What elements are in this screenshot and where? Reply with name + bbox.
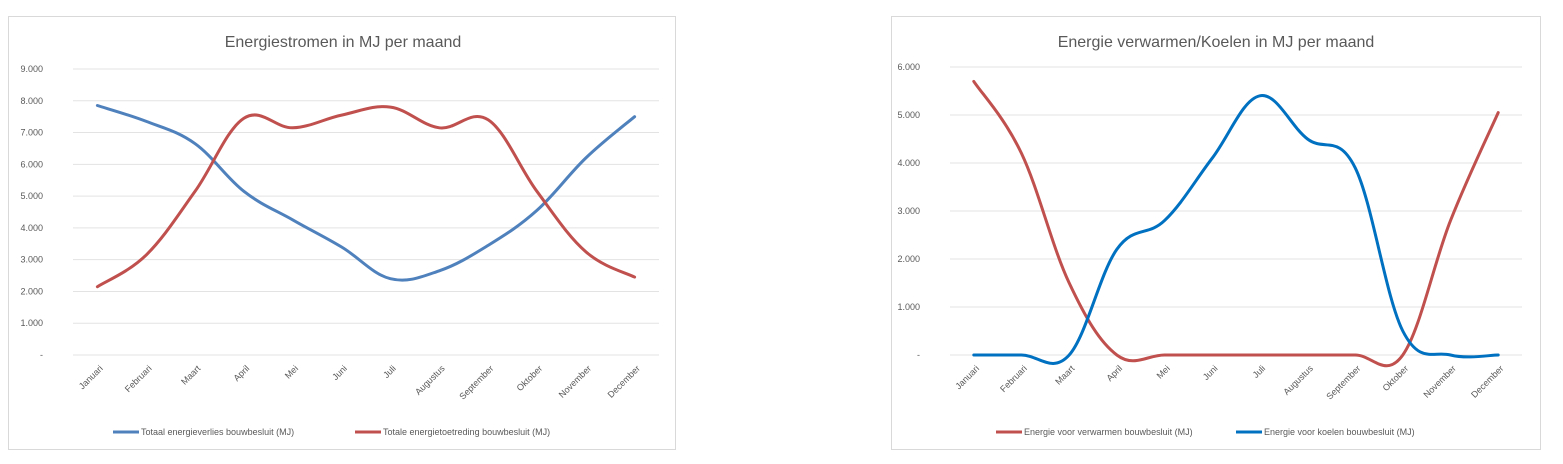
x-tick-label: Maart [179,363,203,387]
y-tick-label: 3.000 [20,255,43,265]
x-tick-label: April [232,363,252,383]
x-tick-label: December [1469,363,1505,399]
y-tick-label: 9.000 [20,64,43,74]
x-tick-label: Oktober [515,363,545,393]
legend: Energie voor verwarmen bouwbesluit (MJ) E… [996,427,1415,437]
y-tick-label: 1.000 [20,318,43,328]
x-tick-label: Juli [1251,363,1268,380]
x-tick-labels: Januari Februari Maart April Mei Juni Juli Augu… [77,363,642,402]
series-line-energie-voor-verwarmen-bouwbesluit-mj [972,79,1500,368]
y-tick-label: 6.000 [897,62,920,72]
legend-label: Energie voor verwarmen bouwbesluit (MJ) [1024,427,1193,437]
y-tick-label: 2.000 [897,254,920,264]
x-tick-label: Maart [1053,363,1077,387]
x-tick-label: Juli [381,363,398,380]
y-tick-label: 8.000 [20,96,43,106]
x-tick-label: November [557,363,593,399]
x-tick-label: November [1421,363,1457,399]
x-tick-label: September [1324,363,1362,401]
chart-energiestromen-svg: Energiestromen in MJ per maand - 1.000 2.0… [20,34,659,437]
x-tick-label: Oktober [1381,363,1411,393]
x-tick-label: Augustus [413,363,447,397]
chart-title: Energie verwarmen/Koelen in MJ per maand [1058,34,1375,51]
x-tick-label: September [457,363,495,401]
y-tick-labels: - 1.000 2.000 3.000 4.000 5.000 6.000 7.000 8.00… [20,64,43,360]
y-tick-label: 5.000 [897,110,920,120]
legend-label: Energie voor koelen bouwbesluit (MJ) [1264,427,1415,437]
y-tick-label: - [40,350,43,360]
gridlines [73,68,659,356]
y-tick-label: 7.000 [20,128,43,138]
y-tick-label: 4.000 [20,223,43,233]
x-tick-labels: Januari Februari Maart April Mei Juni Juli Augu… [953,363,1505,402]
legend-label: Totale energietoetreding bouwbesluit (MJ… [383,427,550,437]
series-line-energie-voor-koelen-bouwbesluit-mj [972,94,1500,365]
y-tick-label: 4.000 [897,158,920,168]
x-tick-label: Januari [953,363,981,391]
x-tick-label: December [606,363,642,399]
y-tick-label: - [917,350,920,360]
x-tick-label: April [1104,363,1124,383]
chart-verwarmen-koelen: Energie verwarmen/Koelen in MJ per maand… [891,16,1541,450]
chart-energiestromen: Energiestromen in MJ per maand - 1.000 2.0… [8,16,676,450]
series-lines [972,79,1500,368]
series-line-totaal-energieverlies-bouwbesluit-mj [95,104,637,282]
legend-label: Totaal energieverlies bouwbesluit (MJ) [141,427,294,437]
series-line-totale-energietoetreding-bouwbesluit-mj [95,105,637,289]
chart-verwarmen-koelen-svg: Energie verwarmen/Koelen in MJ per maand… [897,34,1522,437]
x-tick-label: Mei [283,363,300,380]
y-tick-label: 5.000 [20,191,43,201]
legend: Totaal energieverlies bouwbesluit (MJ) To… [113,427,550,437]
y-tick-label: 1.000 [897,302,920,312]
y-tick-label: 3.000 [897,206,920,216]
x-tick-label: Februari [998,363,1029,394]
chart-title: Energiestromen in MJ per maand [225,34,462,51]
x-tick-label: Januari [77,363,105,391]
x-tick-label: Mei [1155,363,1172,380]
y-tick-labels: - 1.000 2.000 3.000 4.000 5.000 6.000 [897,62,920,360]
series-lines [95,104,637,289]
gridlines [950,66,1522,356]
y-tick-label: 2.000 [20,286,43,296]
x-tick-label: Februari [123,363,154,394]
x-tick-label: Juni [1201,363,1220,382]
x-tick-label: Juni [330,363,349,382]
x-tick-label: Augustus [1281,363,1315,397]
y-tick-label: 6.000 [20,159,43,169]
